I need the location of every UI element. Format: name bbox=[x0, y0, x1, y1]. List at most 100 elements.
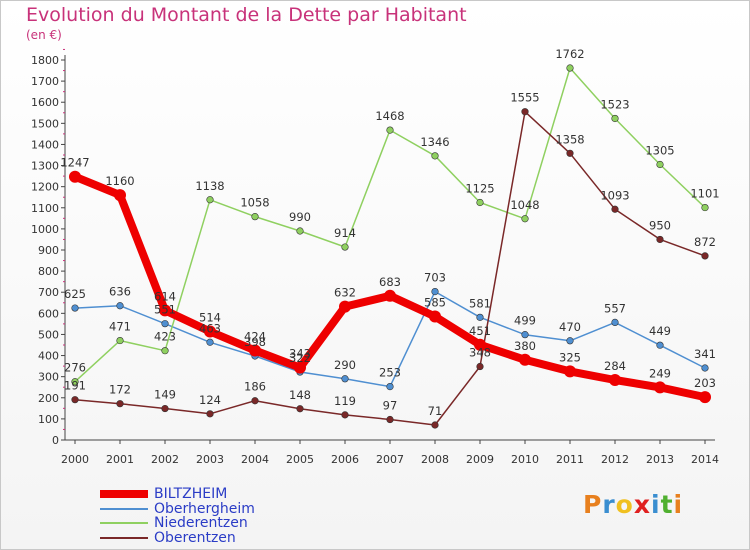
data-label: 557 bbox=[604, 301, 626, 315]
data-point bbox=[521, 331, 529, 339]
logo-letter: r bbox=[602, 490, 616, 519]
y-tick-label: 900 bbox=[38, 244, 59, 257]
data-point bbox=[611, 205, 619, 213]
data-point bbox=[71, 378, 79, 386]
data-label: 119 bbox=[334, 394, 356, 408]
y-tick-label: 800 bbox=[38, 265, 59, 278]
data-label: 451 bbox=[469, 324, 491, 338]
data-point bbox=[386, 415, 394, 424]
legend-swatch bbox=[100, 536, 148, 539]
data-label: 636 bbox=[109, 285, 131, 299]
data-point bbox=[159, 304, 171, 317]
data-label: 1247 bbox=[60, 156, 89, 170]
data-point bbox=[656, 235, 664, 244]
data-label: 683 bbox=[379, 275, 401, 289]
data-label: 914 bbox=[334, 226, 356, 240]
data-point bbox=[656, 160, 664, 169]
y-tick-label: 300 bbox=[38, 371, 59, 384]
data-point bbox=[701, 203, 709, 212]
legend-label: BILTZHEIM bbox=[154, 486, 228, 502]
data-point bbox=[476, 362, 484, 371]
data-point bbox=[611, 318, 619, 327]
data-point bbox=[656, 341, 664, 349]
logo-letter: i bbox=[651, 490, 661, 519]
data-point bbox=[566, 337, 574, 345]
data-point bbox=[519, 353, 531, 366]
x-tick-label: 2005 bbox=[286, 453, 314, 466]
data-point bbox=[251, 213, 259, 221]
data-point bbox=[69, 170, 81, 183]
data-label: 1160 bbox=[105, 174, 134, 188]
data-point bbox=[206, 410, 214, 418]
data-label: 124 bbox=[199, 393, 221, 407]
data-label: 191 bbox=[64, 379, 86, 393]
data-label: 249 bbox=[649, 366, 671, 380]
data-label: 1762 bbox=[555, 47, 584, 61]
data-label: 614 bbox=[154, 289, 176, 303]
logo-letter: o bbox=[615, 490, 634, 519]
data-point bbox=[431, 287, 439, 296]
data-label: 551 bbox=[154, 303, 176, 317]
data-point bbox=[296, 405, 304, 413]
logo-letter: i bbox=[673, 490, 684, 519]
data-label: 470 bbox=[559, 320, 581, 334]
data-point bbox=[611, 114, 619, 123]
y-tick-label: 1800 bbox=[31, 54, 59, 67]
data-label: 632 bbox=[334, 286, 356, 300]
data-label: 97 bbox=[383, 399, 398, 413]
data-label: 71 bbox=[428, 404, 443, 418]
data-label: 449 bbox=[649, 324, 671, 338]
data-label: 343 bbox=[289, 347, 311, 361]
data-point bbox=[386, 382, 394, 391]
data-label: 625 bbox=[64, 287, 86, 301]
data-label: 322 bbox=[289, 351, 311, 365]
data-label: 950 bbox=[649, 218, 671, 232]
data-point bbox=[566, 149, 574, 157]
chart-unit: (en €) bbox=[26, 28, 62, 42]
y-tick-label: 1300 bbox=[31, 160, 59, 173]
legend-label: Oberentzen bbox=[154, 529, 236, 546]
y-tick-label: 1700 bbox=[31, 75, 59, 88]
data-label: 423 bbox=[154, 330, 176, 344]
data-label: 1468 bbox=[375, 109, 404, 123]
data-label: 276 bbox=[64, 361, 86, 375]
data-point bbox=[476, 198, 484, 207]
data-label: 872 bbox=[694, 235, 716, 249]
data-label: 463 bbox=[199, 321, 221, 335]
data-label: 341 bbox=[694, 347, 716, 361]
data-point bbox=[474, 338, 486, 351]
x-tick-label: 2008 bbox=[421, 453, 449, 466]
y-tick-label: 1400 bbox=[31, 138, 59, 151]
legend-label: Oberhergheim bbox=[154, 500, 255, 517]
logo-letter: P bbox=[583, 490, 603, 519]
y-tick-label: 0 bbox=[52, 434, 59, 447]
data-label: 398 bbox=[244, 335, 266, 349]
data-label: 380 bbox=[514, 339, 536, 353]
x-tick-label: 2006 bbox=[331, 453, 359, 466]
x-tick-label: 2007 bbox=[376, 453, 404, 466]
data-point bbox=[206, 338, 214, 346]
data-point bbox=[204, 325, 216, 338]
data-label: 1093 bbox=[600, 188, 629, 202]
data-point bbox=[341, 411, 349, 419]
logo-letter: t bbox=[660, 490, 674, 519]
data-label: 284 bbox=[604, 359, 626, 373]
legend-swatch bbox=[100, 507, 148, 510]
data-point bbox=[699, 391, 711, 404]
data-point bbox=[206, 196, 214, 204]
data-point bbox=[476, 313, 484, 321]
x-tick-label: 2013 bbox=[646, 453, 674, 466]
data-point bbox=[114, 189, 126, 202]
x-tick-label: 2001 bbox=[106, 453, 134, 466]
y-tick-label: 400 bbox=[38, 350, 59, 363]
x-tick-label: 2004 bbox=[241, 453, 269, 466]
data-label: 424 bbox=[244, 329, 266, 343]
data-point bbox=[339, 300, 351, 313]
data-point bbox=[161, 347, 169, 355]
data-point bbox=[566, 64, 574, 72]
data-label: 290 bbox=[334, 358, 356, 372]
x-tick-label: 2012 bbox=[601, 453, 629, 466]
data-label: 990 bbox=[289, 210, 311, 224]
data-label: 585 bbox=[424, 296, 446, 310]
chart-title: Evolution du Montant de la Dette par Hab… bbox=[26, 4, 467, 26]
